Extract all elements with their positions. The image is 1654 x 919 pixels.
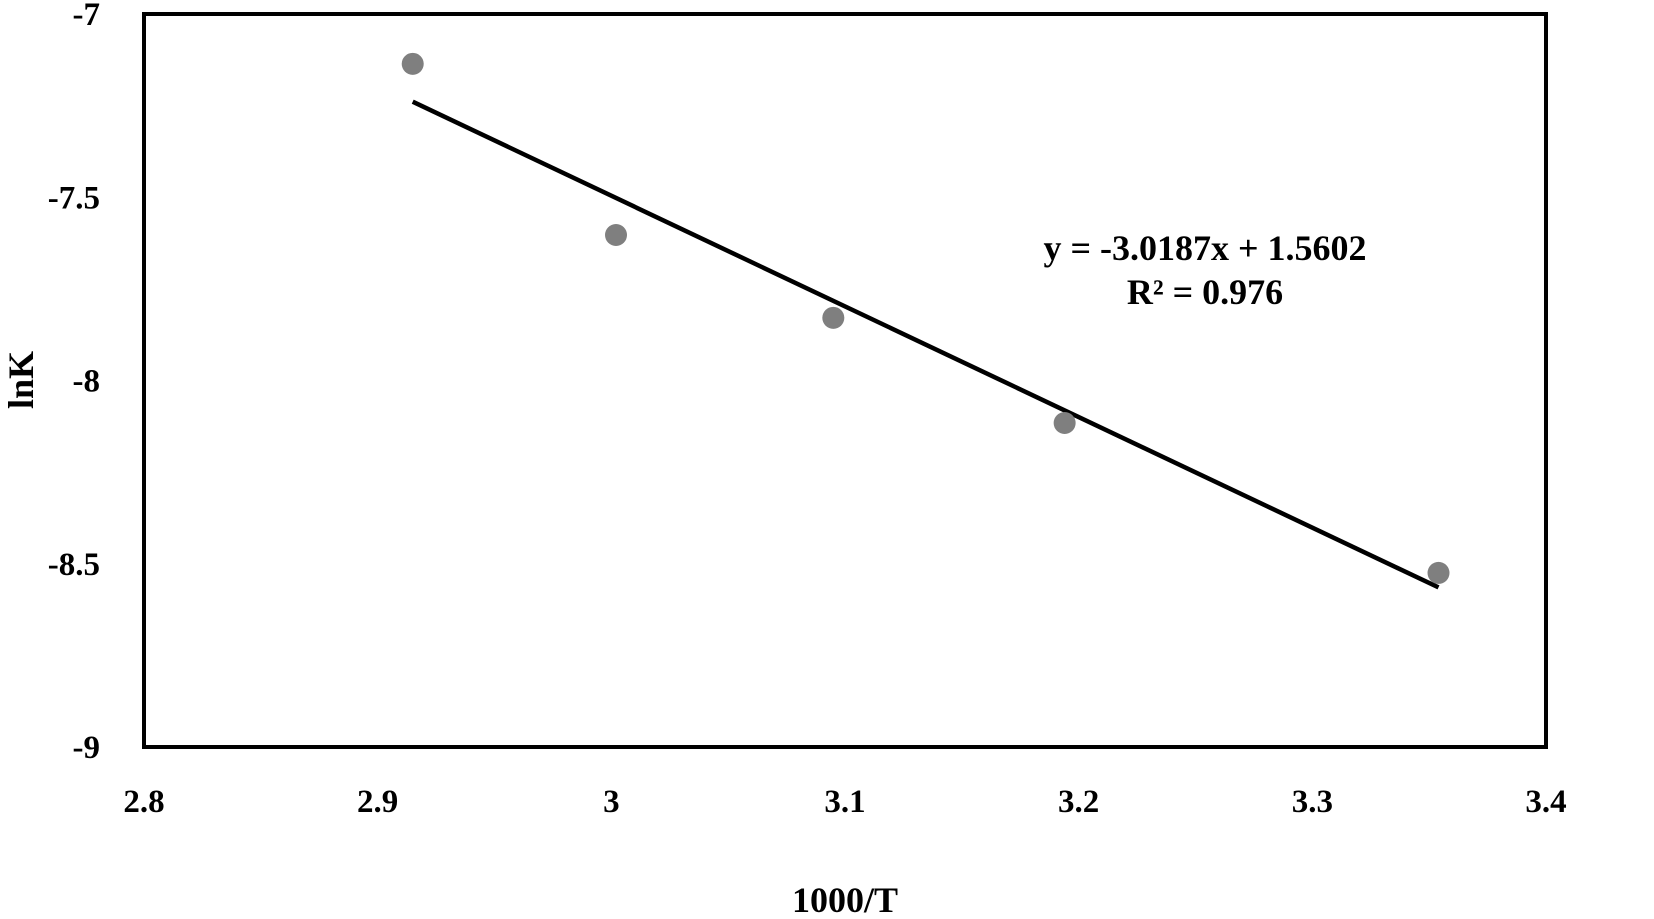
data-point-marker	[605, 223, 628, 246]
x-tick-label: 3.4	[1525, 784, 1566, 820]
y-tick-label: -8.5	[48, 547, 100, 583]
x-tick-label: 2.8	[123, 784, 164, 820]
y-axis-tick-labels: -7 -7.5 -8 -8.5 -9	[48, 0, 100, 766]
x-tick-label: 3.1	[824, 784, 865, 820]
linear-trendline	[411, 99, 1440, 590]
x-tick-label: 2.9	[357, 784, 398, 820]
r-squared-label: R² = 0.976	[1127, 272, 1283, 312]
x-axis-tick-labels: 2.8 2.9 3 3.1 3.2 3.3 3.4	[123, 784, 1566, 820]
data-point-marker	[401, 52, 424, 75]
data-points	[401, 52, 1450, 584]
x-tick-label: 3.3	[1292, 784, 1333, 820]
x-tick-label: 3.2	[1058, 784, 1099, 820]
plot-frame	[142, 12, 1548, 749]
y-tick-label: -7	[73, 0, 101, 33]
y-axis-title: lnK	[1, 351, 41, 409]
data-point-marker	[1053, 412, 1076, 435]
trendline-equation: y = -3.0187x + 1.5602	[1043, 228, 1366, 268]
data-point-marker	[1427, 561, 1450, 584]
y-tick-label: -8	[73, 364, 101, 400]
x-tick-label: 3	[603, 784, 620, 820]
y-tick-label: -9	[73, 730, 101, 766]
x-axis-title: 1000/T	[792, 880, 898, 919]
y-tick-label: -7.5	[48, 180, 100, 216]
data-point-marker	[822, 306, 845, 329]
